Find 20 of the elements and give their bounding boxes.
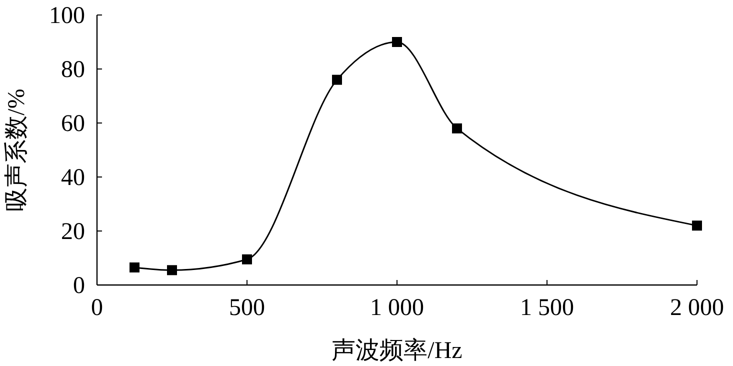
- point: [167, 265, 177, 276]
- point: [130, 262, 140, 272]
- x-tick-label: 500: [229, 295, 265, 321]
- x-axis-title: 声波频率/Hz: [332, 337, 462, 364]
- point: [452, 123, 462, 134]
- y-tick-label: 0: [73, 273, 85, 299]
- x-tick-label: 1 000: [370, 295, 424, 321]
- point: [332, 74, 342, 85]
- x-tick-label: 1 500: [520, 295, 574, 321]
- point: [242, 254, 252, 264]
- x-tick-label: 0: [91, 295, 103, 321]
- x-tick-label: 2 000: [670, 295, 724, 321]
- point: [692, 220, 702, 231]
- y-tick-label: 100: [49, 3, 85, 29]
- y-tick-label: 80: [61, 57, 85, 83]
- y-tick-label: 20: [61, 219, 85, 245]
- y-tick-label: 40: [61, 165, 85, 191]
- y-axis-title: 吸声系数/%: [4, 88, 30, 212]
- point: [392, 37, 402, 47]
- y-tick-label: 60: [61, 111, 85, 137]
